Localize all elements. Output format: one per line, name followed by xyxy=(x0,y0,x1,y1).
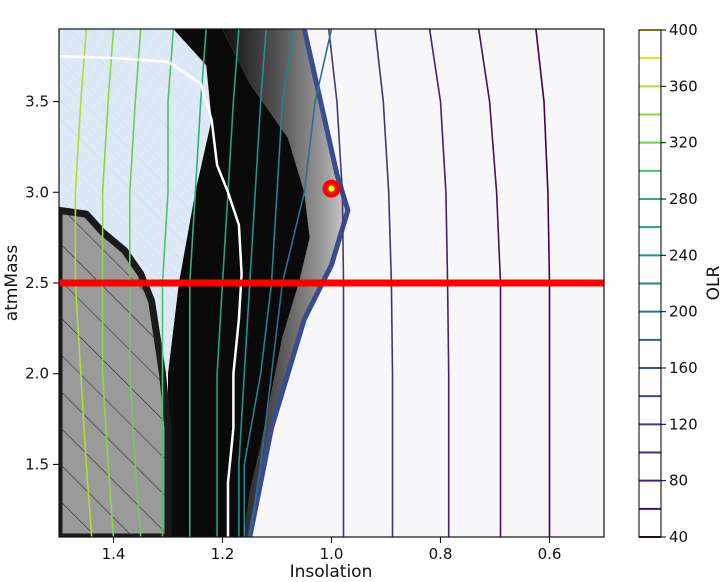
y-tick-label: 3.0 xyxy=(25,183,49,201)
gradient-band-edge xyxy=(247,29,351,537)
y-tick-label: 2.0 xyxy=(25,365,49,383)
colorbar-tick-label: 40 xyxy=(669,528,688,546)
gradient-band-region xyxy=(222,29,348,537)
y-axis-label: atmMass xyxy=(2,245,22,322)
x-tick-label: 1.4 xyxy=(102,545,126,563)
colorbar-ticks: 40 80 120 160 200 240 280 320 360 400 xyxy=(661,21,698,546)
colorbar-tick-label: 160 xyxy=(669,359,698,377)
colorbar-tick-label: 80 xyxy=(669,472,688,490)
x-axis-label: Insolation xyxy=(290,562,373,582)
colorbar-label: OLR xyxy=(704,265,724,300)
colorbar-frame xyxy=(638,29,662,538)
colorbar-tick-label: 400 xyxy=(669,21,698,39)
x-tick-label: 0.8 xyxy=(429,545,453,563)
colorbar-tick-label: 320 xyxy=(669,134,698,152)
x-axis-ticks: 1.4 1.2 1.0 0.8 0.6 xyxy=(102,537,562,563)
y-axis-ticks: 1.5 2.0 2.5 3.0 3.5 xyxy=(25,93,59,473)
x-tick-label: 0.6 xyxy=(538,545,562,563)
y-tick-label: 2.5 xyxy=(25,274,49,292)
colorbar-tick-label: 280 xyxy=(669,190,698,208)
light-blue-hatch xyxy=(59,29,223,374)
x-tick-label: 1.0 xyxy=(320,545,344,563)
x-tick-label: 1.2 xyxy=(211,545,235,563)
colorbar-tick-label: 240 xyxy=(669,246,698,264)
white-boundary-line xyxy=(59,54,243,537)
marker-inner xyxy=(328,185,335,192)
colorbar: 40 80 120 160 200 240 280 320 360 400 OLR xyxy=(638,21,724,546)
y-tick-label: 3.5 xyxy=(25,93,49,111)
colorbar-tick-label: 360 xyxy=(669,77,698,95)
colorbar-tick-label: 120 xyxy=(669,415,698,433)
colorbar-tick-label: 200 xyxy=(669,303,698,321)
y-tick-label: 1.5 xyxy=(25,455,49,473)
colorbar-level-lines xyxy=(639,29,661,538)
plot-area xyxy=(59,29,604,537)
